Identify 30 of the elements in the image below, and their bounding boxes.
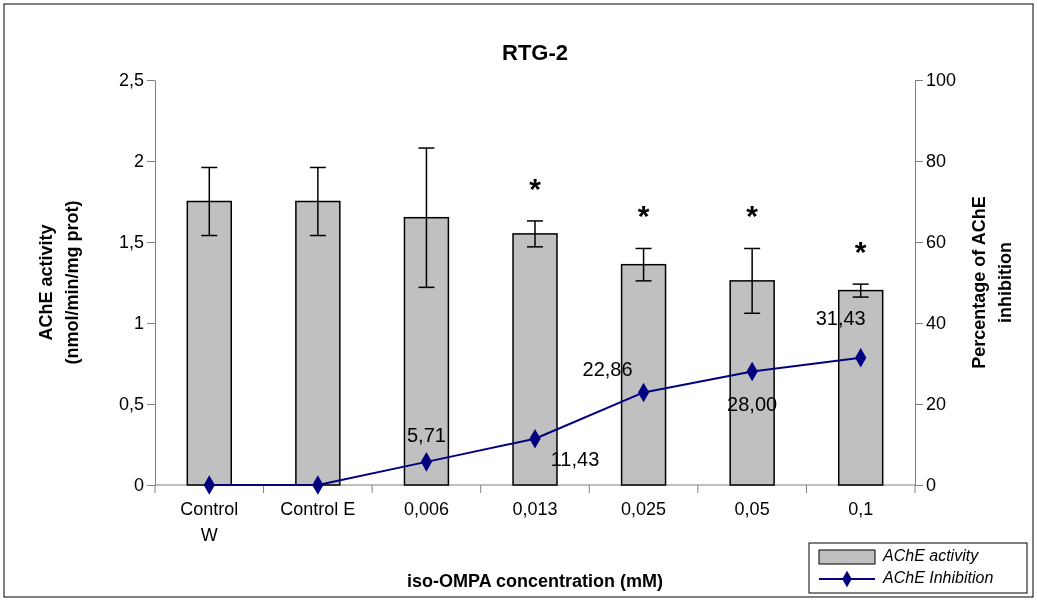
- y-tick-label: 2,5: [118, 70, 144, 91]
- annotation: *: [637, 199, 650, 233]
- x-tick-label: 0,025: [621, 499, 667, 519]
- y2-tick-label: 60: [926, 232, 947, 253]
- x-axis-title: iso-OMPA concentration (mM): [407, 571, 663, 591]
- y2-tick-label: 80: [926, 151, 947, 172]
- x-tick-label: Control E: [280, 499, 356, 519]
- data-label: 5,71: [406, 424, 446, 447]
- x-tick-label: 0,05: [734, 499, 770, 519]
- annotation: *: [746, 199, 759, 233]
- chart-title: RTG-2: [502, 40, 568, 65]
- x-tick-label: 0,013: [512, 499, 558, 519]
- annotation: *: [854, 235, 867, 269]
- legend-label: AChE Inhibition: [882, 569, 994, 587]
- y2-tick-label: 0: [926, 475, 937, 496]
- annotation: *: [529, 171, 542, 205]
- legend-label: AChE activity: [882, 547, 980, 565]
- y-tick-label: 1: [133, 313, 144, 334]
- y-tick-label: 2: [133, 151, 144, 172]
- y-tick-label: 0,5: [118, 394, 144, 415]
- y-tick-label: 1,5: [118, 232, 144, 253]
- y2-tick-label: 40: [926, 313, 947, 334]
- y2-tick-label: 100: [926, 70, 957, 91]
- y2-tick-label: 20: [926, 394, 947, 415]
- y2-axis-title: Percentage of AChE inhibition: [969, 196, 1015, 369]
- y-axis-title: AChE activity (nmol/min/mg prot): [36, 200, 82, 365]
- y-tick-label: 0: [133, 475, 144, 496]
- x-tick-label: 0,006: [403, 499, 449, 519]
- x-tick-label: Control W: [180, 499, 239, 545]
- x-tick-label: 0,1: [848, 499, 874, 519]
